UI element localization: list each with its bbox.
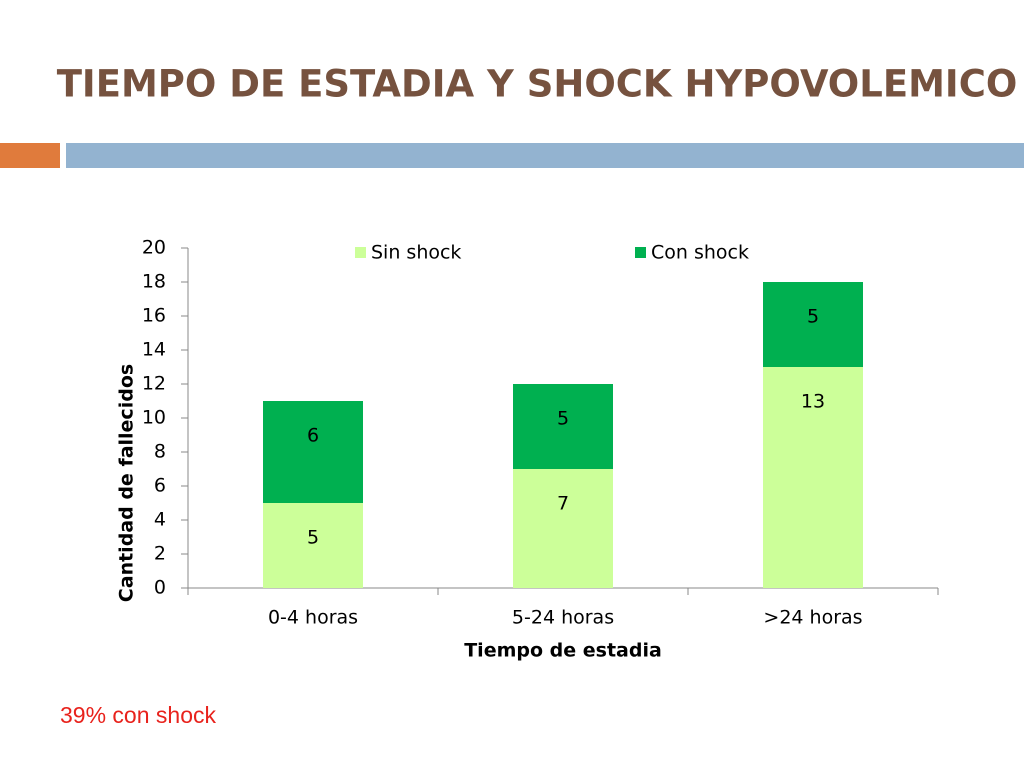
- y-tick-label: 6: [154, 475, 166, 497]
- value-label: 7: [557, 493, 569, 515]
- legend-swatch: [355, 247, 366, 258]
- bar-segment: [513, 469, 613, 588]
- value-label: 5: [807, 306, 819, 328]
- y-tick-label: 12: [142, 373, 166, 395]
- y-tick-label: 2: [154, 543, 166, 565]
- y-axis-title: Cantidad de fallecidos: [116, 364, 138, 602]
- bar-segment: [263, 401, 363, 503]
- y-tick-label: 4: [154, 509, 166, 531]
- y-tick-label: 18: [142, 271, 166, 293]
- y-tick-label: 16: [142, 305, 166, 327]
- value-label: 5: [307, 527, 319, 549]
- x-tick-label: 0-4 horas: [268, 607, 358, 629]
- x-axis-title: Tiempo de estadia: [464, 640, 662, 662]
- accent-bar: [0, 143, 60, 168]
- x-tick-label: 5-24 horas: [512, 607, 614, 629]
- bar-segment: [513, 384, 613, 469]
- annotation: 39% con shock: [60, 702, 216, 728]
- legend-swatch: [635, 247, 646, 258]
- bar-segment: [763, 367, 863, 588]
- legend-label: Con shock: [651, 242, 749, 264]
- x-tick-label: >24 horas: [763, 607, 862, 629]
- y-tick-label: 20: [142, 237, 166, 259]
- value-label: 13: [801, 391, 825, 413]
- y-tick-label: 0: [154, 577, 166, 599]
- bar-segment: [763, 282, 863, 367]
- value-label: 6: [307, 425, 319, 447]
- bar-segment: [263, 503, 363, 588]
- y-tick-label: 10: [142, 407, 166, 429]
- value-label: 5: [557, 408, 569, 430]
- header-band: [66, 143, 1024, 168]
- legend-label: Sin shock: [371, 242, 461, 264]
- y-tick-label: 8: [154, 441, 166, 463]
- y-tick-label: 14: [142, 339, 166, 361]
- slide-title: TIEMPO DE ESTADIA Y SHOCK HYPOVOLEMICO: [57, 63, 1018, 106]
